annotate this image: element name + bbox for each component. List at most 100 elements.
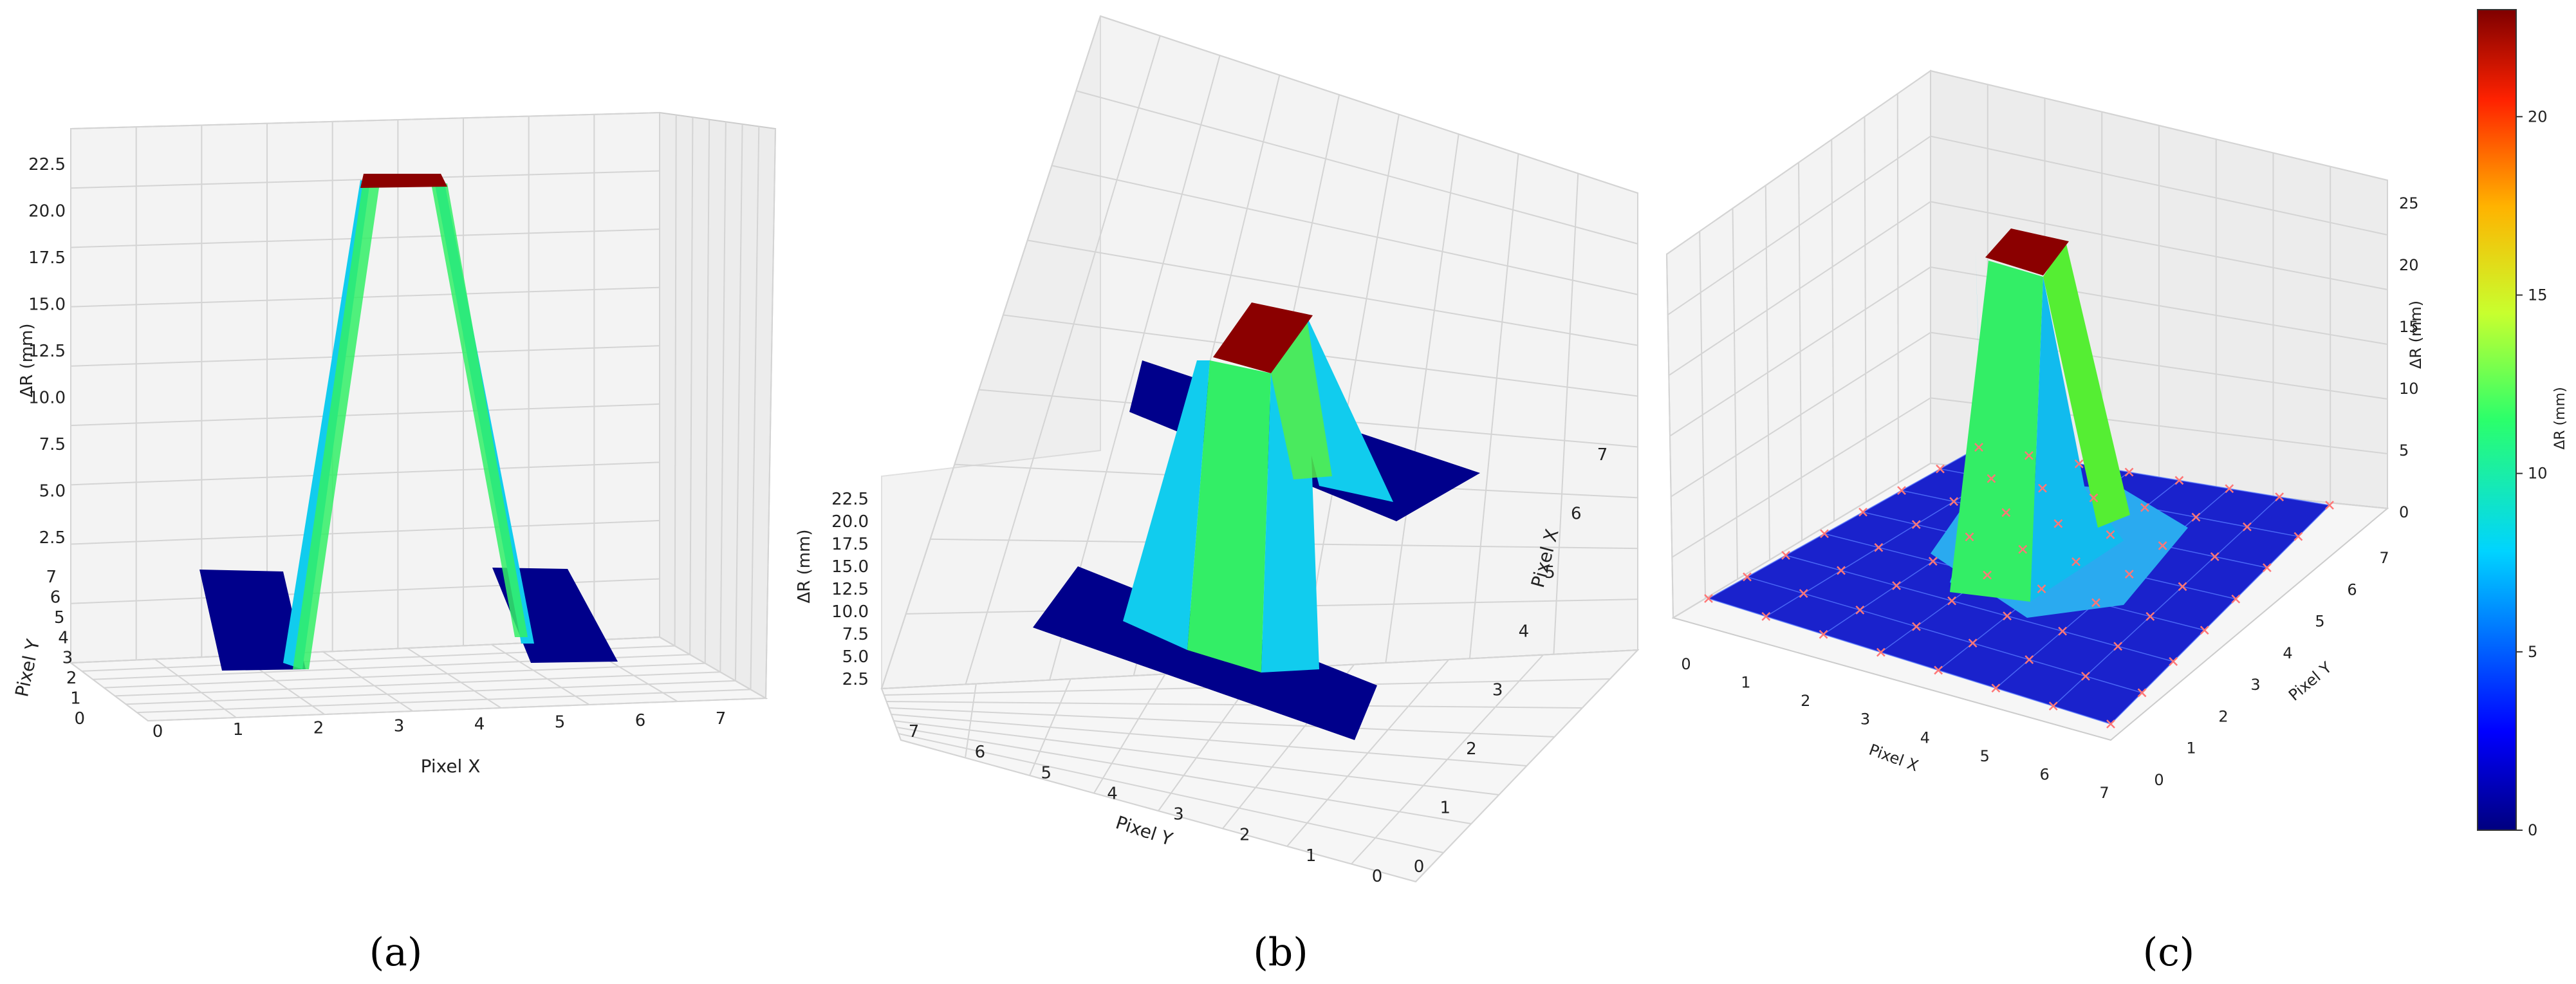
- panel-b-grid-line: [965, 35, 1161, 685]
- panel-c-marker: [2140, 503, 2149, 512]
- panel-c-marker: [1928, 557, 1938, 566]
- panel-c-y-tick: 7: [2379, 549, 2389, 567]
- panel-a-y-tick: 6: [50, 588, 61, 607]
- panel-c-floor-mesh-line: [2110, 505, 2330, 725]
- panel-c-marker: [1799, 589, 1808, 599]
- panel-a-grid-line: [70, 112, 660, 129]
- panel-b-x-tick: 5: [1544, 563, 1555, 582]
- panel-b-grid-line: [893, 720, 1499, 795]
- panel-a-y-tick: 3: [62, 649, 73, 668]
- panel-a-surface: [199, 174, 618, 671]
- panel-a-grid-line: [136, 689, 751, 714]
- panel-b-z-tick: 22.5: [831, 490, 869, 509]
- panel-b-grid-line: [1100, 15, 1638, 194]
- panel-b-grid-line: [900, 739, 1416, 882]
- panel-a-grid-line: [154, 658, 237, 718]
- panel-c-marker: [2124, 570, 2134, 579]
- panel-c: ΔR (mm) Pixel X Pixel Y 0 1 2 3 4 5 6 7 0 1 2 3 4 5 6 7…: [1665, 70, 2425, 975]
- panel-a-grid-line: [674, 115, 677, 646]
- panel-a-y-tick: 2: [66, 669, 77, 688]
- panel-b-x-tick: 1: [1440, 799, 1450, 818]
- panel-a-grid-line: [765, 128, 776, 699]
- panel-b-grid-line: [889, 707, 1555, 738]
- panel-c-marker: [2058, 626, 2067, 636]
- panel-a-grid-line: [70, 461, 660, 486]
- panel-c-marker: [2231, 594, 2241, 604]
- panel-c-marker: [1983, 570, 1992, 580]
- panel-c-marker: [2003, 611, 2012, 621]
- panel-c-marker: [1991, 683, 2001, 693]
- panel-c-grid-line: [1930, 135, 2388, 236]
- panel-a-x-tick: 6: [635, 711, 646, 730]
- panel-b-x-tick: 4: [1519, 622, 1530, 641]
- panel-a-y-tick: 7: [46, 568, 57, 587]
- panel-a-grid-line: [750, 126, 760, 690]
- panel-c-marker: [1820, 529, 1829, 539]
- panel-a-z-tick: 5.0: [39, 482, 66, 501]
- panel-c-marker: [2071, 557, 2080, 566]
- panel-c-col-right-green: [2043, 241, 2130, 528]
- panel-b-y-tick: 7: [909, 722, 920, 741]
- panel-c-caption: (c): [2143, 930, 2194, 975]
- panel-c-z-tick: 10: [2399, 380, 2419, 398]
- panel-a-grid-line: [70, 519, 660, 545]
- panel-a-grid-line: [70, 662, 149, 721]
- panel-a: ΔR (mm) Pixel X Pixel Y 0 1 2 3 4 5 6 701234567…: [11, 111, 777, 975]
- panel-a-y-label: Pixel Y: [11, 636, 44, 699]
- panel-c-marker: [2018, 544, 2028, 554]
- panel-c-marker: [2169, 656, 2178, 666]
- panel-c-z-tick: 15: [2399, 318, 2419, 336]
- panel-c-marker: [2113, 642, 2123, 651]
- panel-a-grid-line: [104, 662, 705, 689]
- panel-b-z-tick: 15.0: [831, 557, 869, 577]
- panel-c-grid-line: [1671, 331, 1931, 497]
- panel-c-y-tick: 2: [2218, 707, 2228, 725]
- panel-b-caption: (b): [1253, 930, 1308, 975]
- panel-c-marker: [2145, 611, 2155, 621]
- panel-a-ticks: 0 1 2 3 4 5 6 7012345672.55.07.510.012.515.017.…: [28, 155, 726, 741]
- panel-a-grid-line: [734, 124, 743, 681]
- colorbar-gradient: [2477, 9, 2517, 831]
- panel-b-grid-line: [1052, 165, 1638, 295]
- panel-b-y-tick: 2: [1239, 826, 1250, 845]
- panel-c-marker: [1892, 581, 1901, 590]
- panel-b-y-tick: 6: [975, 743, 986, 762]
- panel-b-grid-line: [891, 714, 1527, 766]
- panel-c-marker: [2200, 626, 2209, 635]
- panel-b-ticks: 7 6 5 4 3 2 1 0 0 1 2 3 4 5 6 7 2.5 5.0 7.5 10.0 12.5 15.0 17.…: [831, 445, 1608, 886]
- panel-a-grid-line: [115, 671, 721, 697]
- panel-c-grid-line: [1930, 201, 2388, 290]
- panel-c-marker: [2106, 719, 2115, 729]
- panel-c-grid-line: [1666, 70, 1931, 255]
- panel-c-marker: [1837, 566, 1846, 575]
- panel-c-y-tick: 1: [2186, 739, 2196, 757]
- panel-b-y-label: Pixel Y: [1113, 812, 1176, 850]
- panel-c-marker: [2048, 701, 2058, 711]
- panel-c-marker: [1704, 594, 1713, 603]
- panel-b-z-tick: 5.0: [842, 647, 869, 667]
- panel-c-marker: [2106, 530, 2115, 539]
- panel-c-marker: [2178, 582, 2187, 591]
- panel-c-y-tick: 6: [2347, 580, 2357, 599]
- panel-a-x-label: Pixel X: [421, 756, 481, 777]
- panel-c-x-tick: 7: [2099, 784, 2109, 802]
- panel-a-z-tick: 10.0: [28, 389, 66, 408]
- panel-a-grid-line: [147, 698, 766, 721]
- panel-b-x-tick: 2: [1466, 739, 1477, 759]
- panel-c-x-tick: 2: [1801, 692, 1810, 710]
- panel-c-marker: [1897, 486, 1906, 496]
- panel-b-grid-line: [886, 701, 1582, 709]
- panel-c-z-tick: 5: [2399, 441, 2409, 460]
- panel-b-side-green: [1271, 315, 1332, 479]
- panel-c-peak-cap: [1985, 228, 2069, 275]
- panel-b-grid-line: [881, 15, 1101, 689]
- panel-c-marker: [2025, 655, 2034, 664]
- svg-text:15: 15: [2528, 286, 2548, 304]
- panel-a-grid-line: [689, 117, 694, 655]
- panel-a-peak-cap: [360, 174, 447, 188]
- panel-c-marker: [2038, 483, 2047, 493]
- panel-a-x-tick: 2: [313, 718, 324, 738]
- panel-c-marker: [1761, 611, 1771, 621]
- panel-b-grid-line: [1385, 134, 1459, 664]
